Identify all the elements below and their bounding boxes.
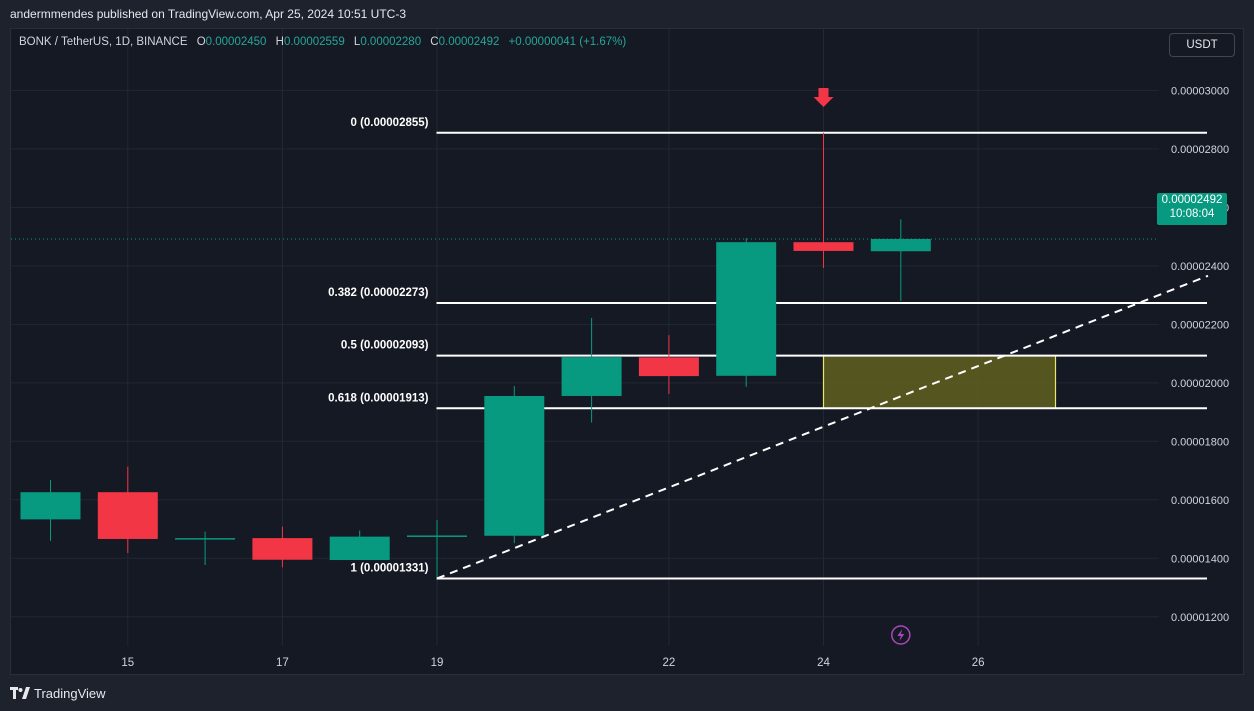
lightning-icon-ring — [891, 625, 911, 645]
candle-body — [793, 242, 854, 251]
publish-bar: andermmendes published on TradingView.co… — [0, 0, 1254, 28]
y-axis-tick-label: 0.00001200 — [1171, 612, 1229, 624]
y-axis-tick-label: 0.00001600 — [1171, 495, 1229, 507]
open-label: O — [196, 36, 206, 48]
change-value: +0.00000041 (+1.67%) — [508, 36, 627, 48]
low-label: L — [353, 36, 361, 48]
symbol-legend: BONK / TetherUS, 1D, BINANCE O0.00002450… — [19, 36, 626, 48]
candle-body — [97, 492, 158, 539]
currency-button[interactable]: USDT — [1169, 33, 1235, 57]
y-axis-tick-label: 0.00002800 — [1171, 144, 1229, 156]
down-arrow-icon — [813, 88, 834, 107]
x-axis-tick-label: 22 — [663, 657, 676, 669]
y-axis-tick-label: 0.00002000 — [1171, 378, 1229, 390]
dashed-trendline — [436, 274, 1209, 580]
y-axis-tick-label: 0.00001400 — [1171, 553, 1229, 565]
price-chart[interactable]: 0 (0.00002855) 0.382 (0.00002273) 0.5 (0.0… — [11, 29, 1244, 675]
x-axis-tick-label: 15 — [121, 657, 134, 669]
tradingview-logo-icon — [10, 686, 30, 701]
close-value: 0.00002492 — [438, 36, 500, 48]
footer-brand[interactable]: TradingView — [10, 686, 106, 701]
fib-level-label: 0 (0.00002855) — [350, 117, 428, 129]
close-label: C — [430, 36, 439, 48]
high-label: H — [275, 36, 284, 48]
open-value: 0.00002450 — [205, 36, 267, 48]
x-axis-tick-label: 24 — [817, 657, 830, 669]
candle-body — [329, 536, 390, 561]
last-price-value: 0.00002492 — [1161, 194, 1223, 206]
candle-body — [20, 492, 81, 520]
candle-body — [870, 238, 931, 252]
bar-countdown: 10:08:04 — [1169, 208, 1215, 220]
brand-name: TradingView — [34, 686, 106, 701]
y-axis-tick-label: 0.00002400 — [1171, 261, 1229, 273]
fib-level-label: 0.5 (0.00002093) — [341, 340, 429, 352]
low-value: 0.00002280 — [360, 36, 422, 48]
fib-level-label: 0.618 (0.00001913) — [328, 392, 429, 404]
candle-body — [407, 535, 467, 537]
x-axis-tick-label: 26 — [972, 657, 985, 669]
candle-body — [252, 538, 313, 560]
lightning-icon-bolt — [897, 629, 905, 641]
chart-frame[interactable]: 0 (0.00002855) 0.382 (0.00002273) 0.5 (0.0… — [10, 28, 1244, 675]
x-axis-tick-label: 17 — [276, 657, 289, 669]
candle-body — [175, 538, 236, 540]
candle-body — [638, 357, 699, 377]
candle-body — [716, 242, 777, 376]
symbol-name[interactable]: BONK / TetherUS, 1D, BINANCE — [19, 36, 188, 48]
fib-level-label: 0.382 (0.00002273) — [328, 287, 429, 299]
lightning-icon — [891, 625, 911, 645]
y-axis-tick-label: 0.00002200 — [1171, 319, 1229, 331]
fib-level-label: 1 (0.00001331) — [350, 562, 428, 574]
y-axis-tick-label: 0.00001800 — [1171, 436, 1229, 448]
y-axis-tick-label: 0.00003000 — [1171, 85, 1229, 97]
last-price-tag: 0.00002492 10:08:04 — [1157, 193, 1227, 225]
high-value: 0.00002559 — [283, 36, 345, 48]
candle-body — [484, 395, 545, 536]
x-axis-tick-label: 19 — [431, 657, 444, 669]
candle-body — [561, 357, 622, 396]
publish-info: andermmendes published on TradingView.co… — [10, 7, 407, 21]
